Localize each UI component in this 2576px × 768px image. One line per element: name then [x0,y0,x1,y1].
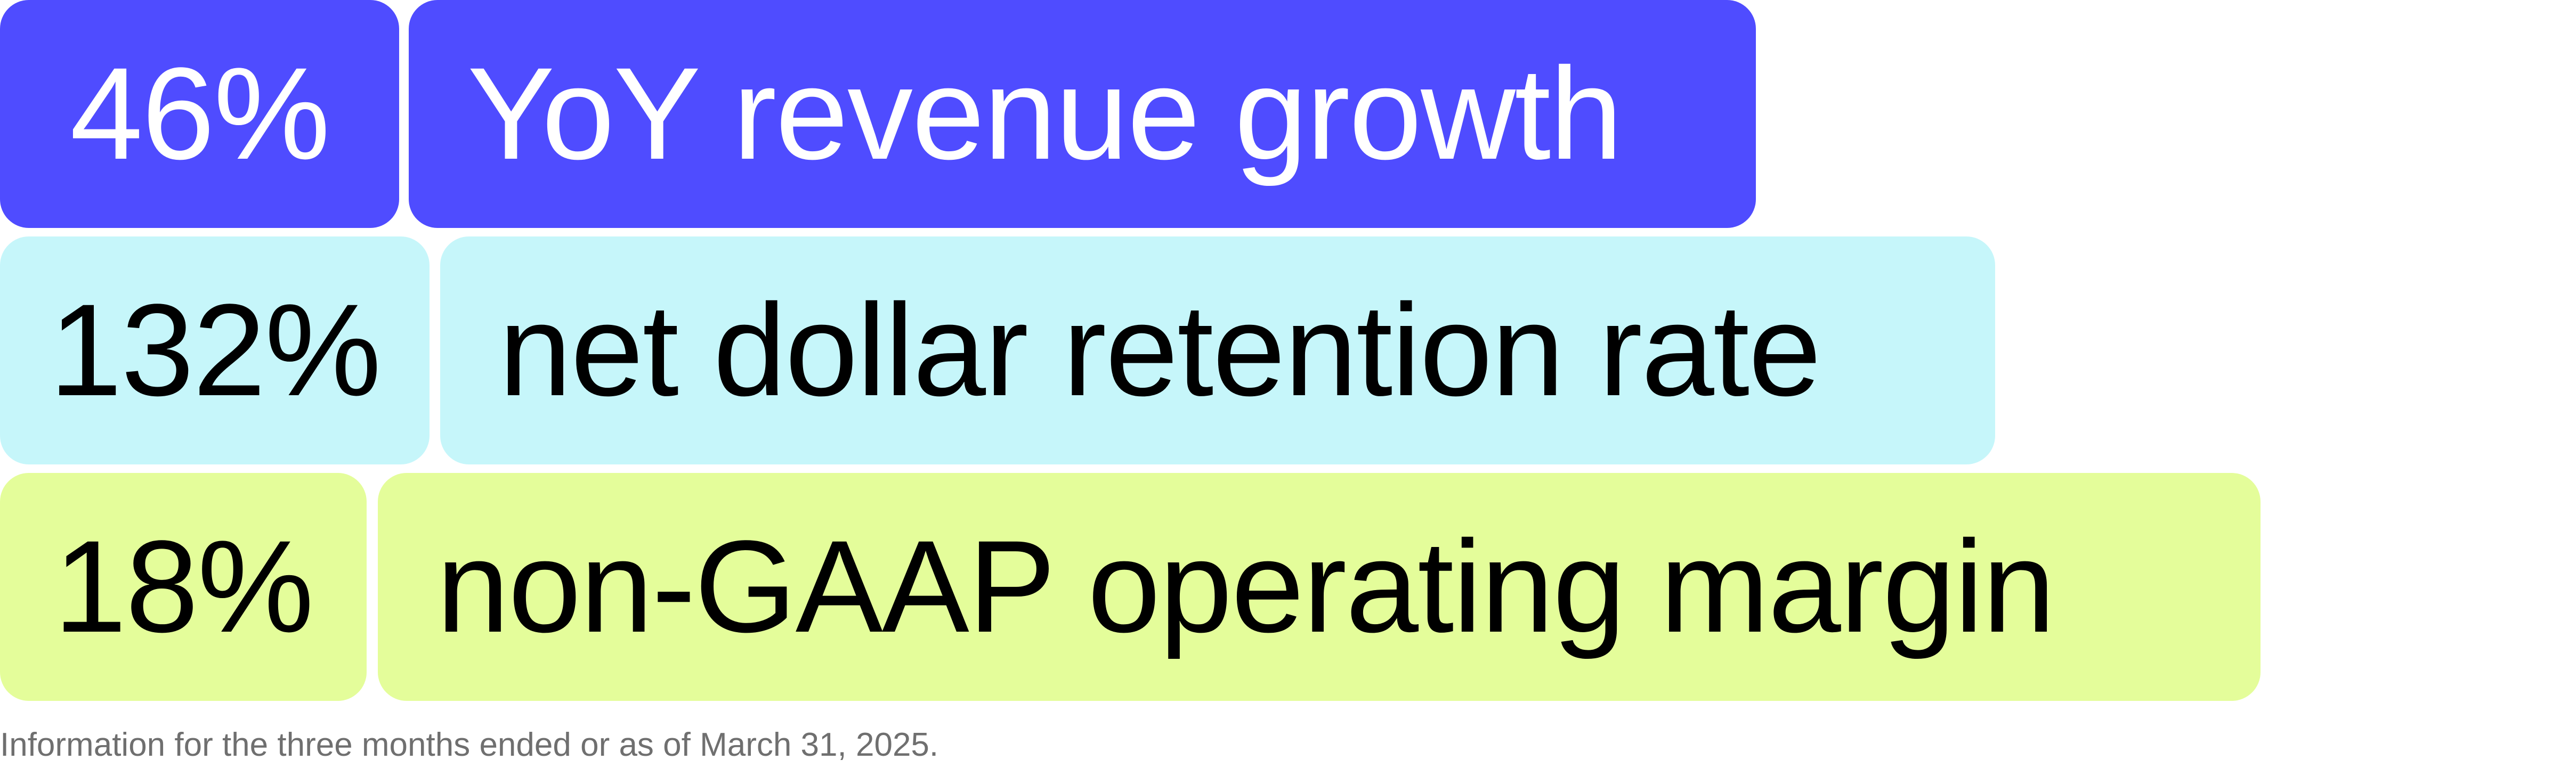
metric-value-pill-revenue-growth: 46% [0,0,399,228]
metric-label-net-dollar-retention: net dollar retention rate [499,277,1821,423]
metric-label-pill-revenue-growth: YoY revenue growth [409,0,1756,228]
metric-value-operating-margin: 18% [53,513,314,660]
metric-value-net-dollar-retention: 132% [49,277,381,423]
metric-label-operating-margin: non-GAAP operating margin [436,513,2055,660]
metric-value-pill-operating-margin: 18% [0,473,367,701]
metric-value-revenue-growth: 46% [70,40,330,187]
metric-label-pill-net-dollar-retention: net dollar retention rate [440,236,1995,464]
metric-label-pill-operating-margin: non-GAAP operating margin [378,473,2261,701]
footnote: Information for the three months ended o… [0,726,939,763]
metric-value-pill-net-dollar-retention: 132% [0,236,430,464]
metric-label-revenue-growth: YoY revenue growth [467,40,1623,187]
